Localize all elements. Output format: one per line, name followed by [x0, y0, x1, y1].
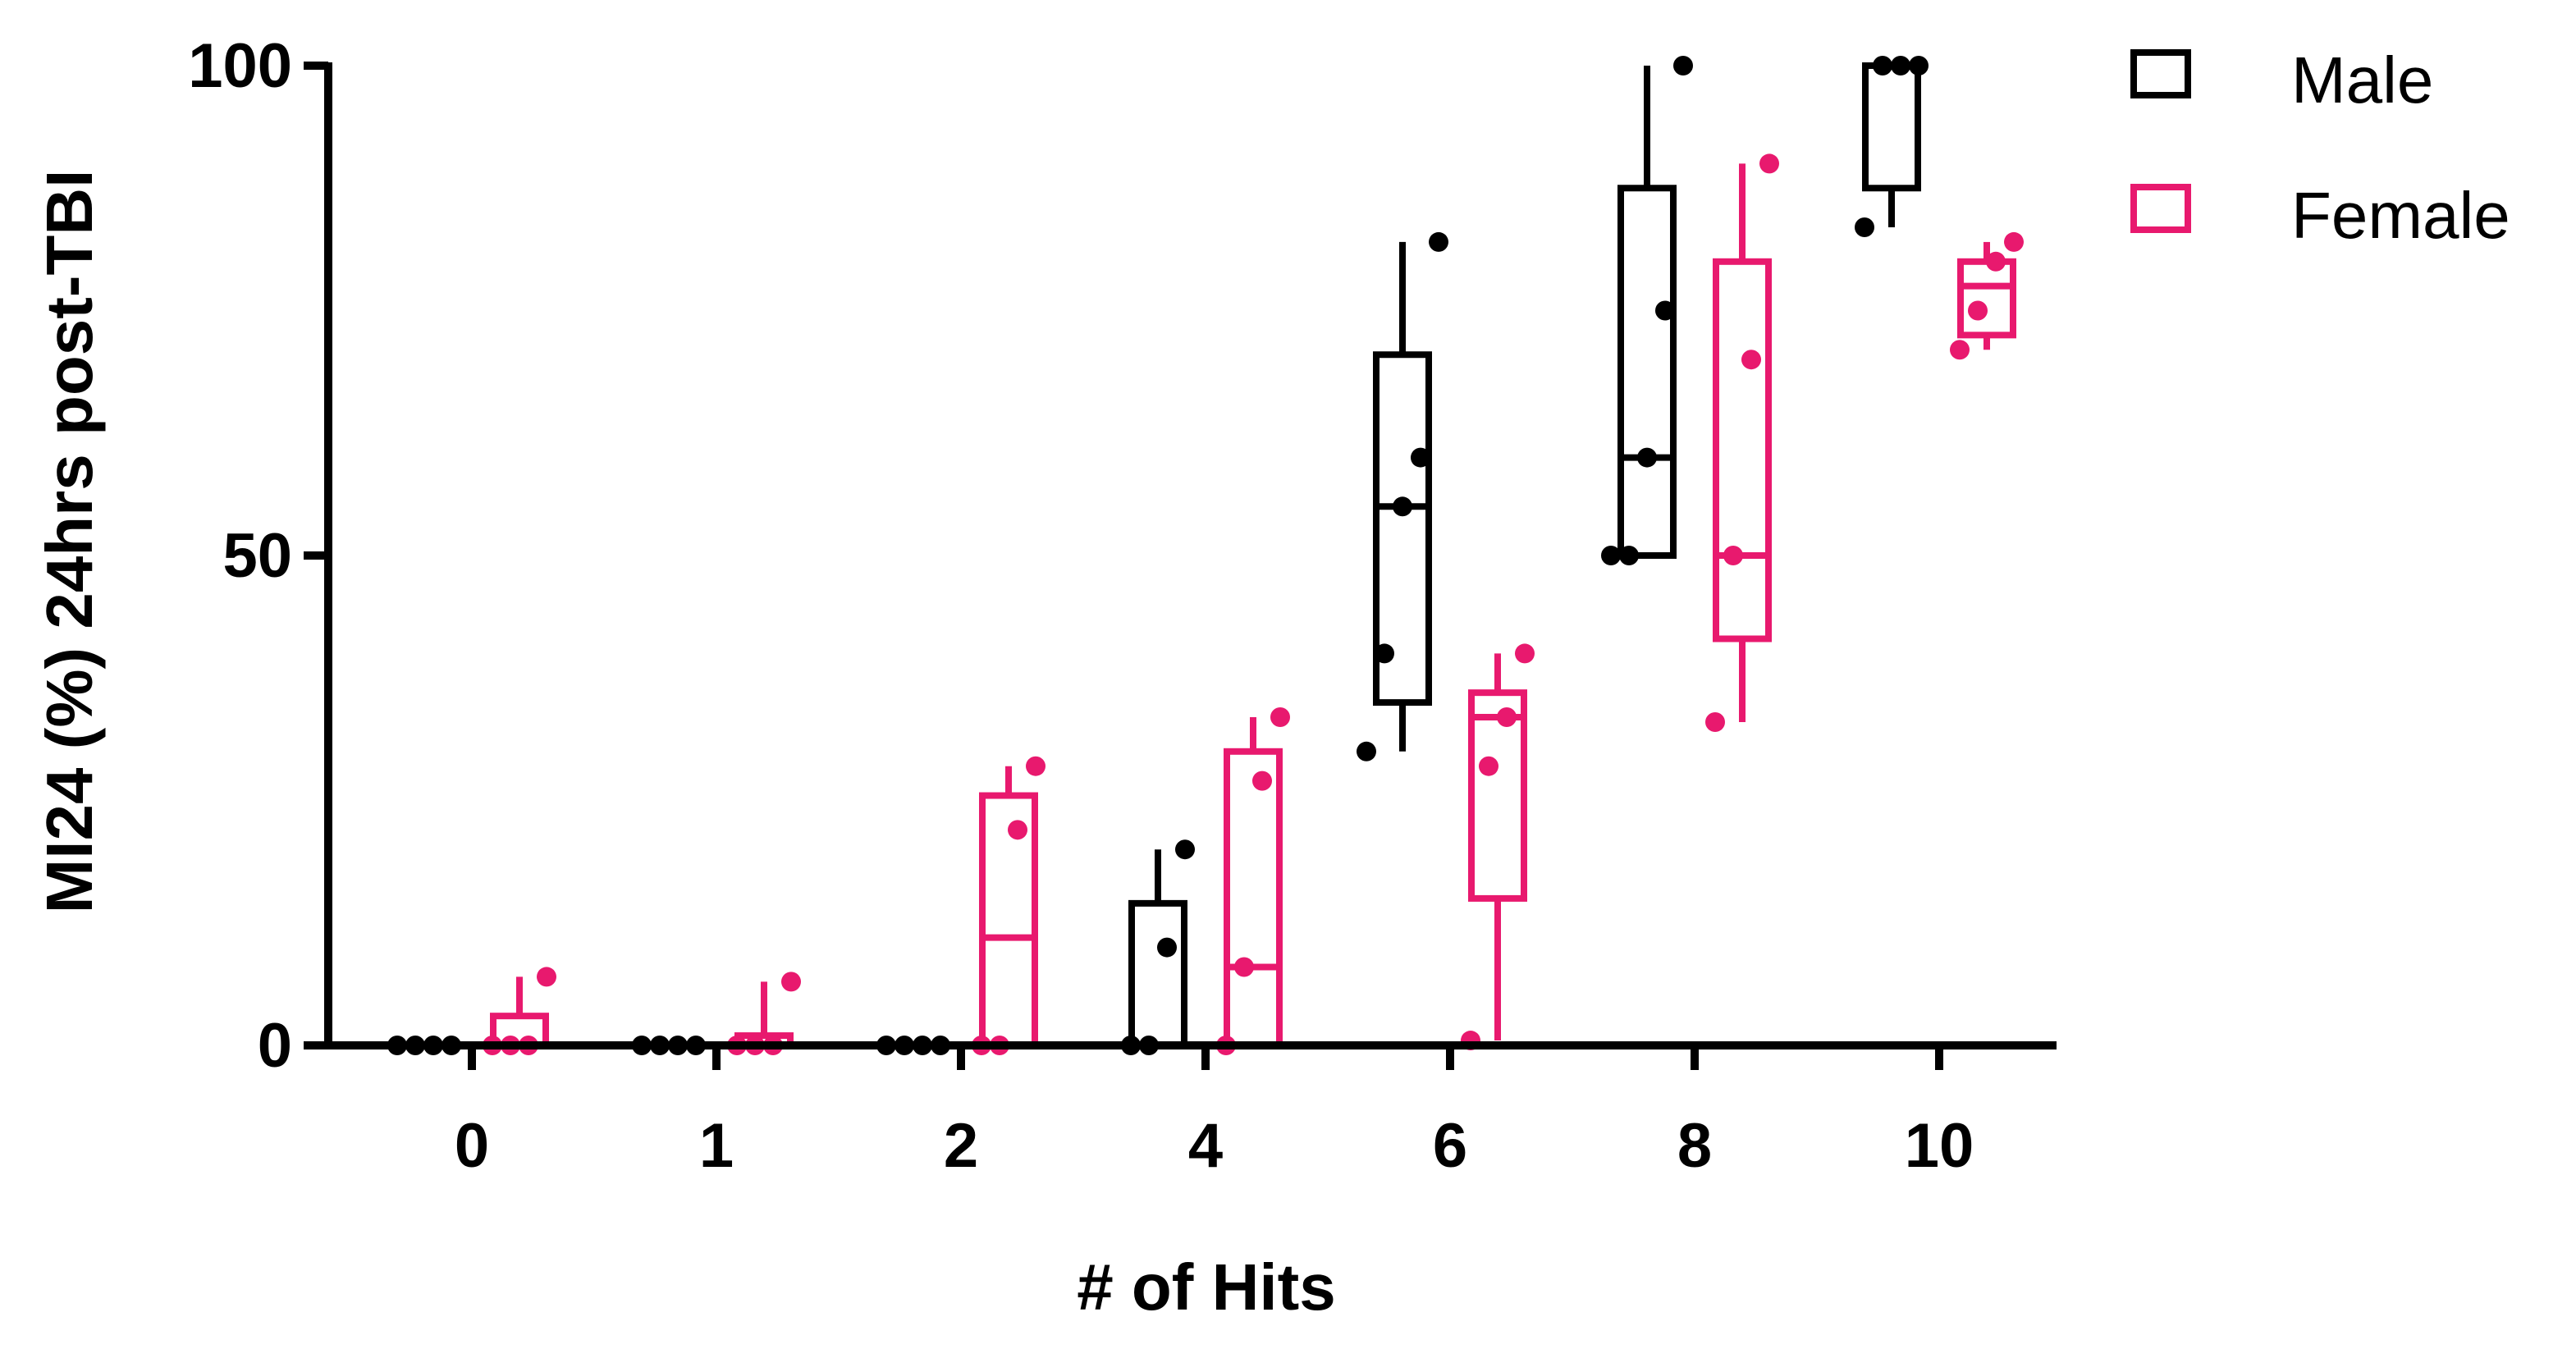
box-female-6 [1468, 689, 1527, 902]
point-female-8-0 [1705, 711, 1725, 732]
box-female-4 [1224, 748, 1283, 1049]
box-group-female-6 [1461, 643, 1535, 1051]
box-group-male-6 [1357, 231, 1448, 761]
point-female-4-1 [1234, 957, 1254, 977]
point-female-6-3 [1515, 643, 1535, 664]
box-female-10 [1957, 258, 2016, 339]
point-female-8-3 [1759, 153, 1779, 174]
x-tick-label-10: 10 [1905, 1111, 1974, 1181]
point-male-6-2 [1393, 496, 1412, 517]
legend: Male Female [2130, 43, 2510, 252]
point-male-8-2 [1637, 447, 1657, 468]
x-tick-label-0: 0 [455, 1111, 489, 1181]
y-axis-title: MI24 (%) 24hrs post-TBI [33, 170, 106, 914]
y-tick-label-100: 100 [188, 31, 292, 101]
point-female-6-1 [1479, 756, 1498, 776]
box-male-10 [1862, 62, 1921, 192]
x-tick-label-2: 2 [944, 1111, 978, 1181]
point-male-6-3 [1411, 447, 1430, 468]
point-female-8-1 [1723, 546, 1743, 565]
point-female-4-2 [1252, 771, 1272, 791]
point-female-4-3 [1270, 707, 1290, 728]
x-axis-title: # of Hits [1077, 1251, 1336, 1324]
point-female-10-2 [1986, 251, 2006, 272]
box-male-4 [1128, 899, 1187, 1049]
point-male-8-4 [1673, 56, 1693, 75]
point-male-10-0 [1855, 217, 1874, 238]
point-male-4-3 [1175, 839, 1195, 860]
point-female-0-3 [537, 967, 556, 987]
point-male-6-0 [1357, 741, 1376, 761]
axes: 0 50 100 0 1 2 4 6 8 10 [188, 31, 2057, 1181]
box-group-male-10 [1855, 56, 1929, 238]
box-group-male-4 [1121, 839, 1195, 1055]
x-tick-label-1: 1 [699, 1111, 734, 1181]
y-tick-label-0: 0 [258, 1011, 292, 1081]
legend-swatch-male [2130, 49, 2191, 98]
point-female-2-2 [1008, 820, 1027, 840]
y-tick-label-50: 50 [222, 521, 292, 591]
point-female-8-2 [1741, 350, 1761, 370]
point-male-10-1 [1873, 56, 1892, 75]
point-female-10-3 [2004, 231, 2024, 252]
point-female-10-0 [1950, 340, 1970, 360]
box-group-female-2 [972, 756, 1045, 1055]
point-male-6-4 [1429, 231, 1448, 252]
point-male-8-1 [1619, 546, 1639, 565]
plot-area [387, 56, 2024, 1055]
x-tick-label-8: 8 [1677, 1111, 1712, 1181]
legend-label-female: Female [2291, 179, 2510, 252]
point-male-8-3 [1655, 300, 1675, 321]
point-female-6-2 [1497, 707, 1517, 728]
point-male-10-3 [1909, 56, 1929, 75]
box-male-8 [1617, 185, 1677, 559]
point-male-8-0 [1601, 546, 1621, 565]
legend-label-male: Male [2291, 43, 2433, 117]
x-tick-label-4: 4 [1188, 1111, 1223, 1181]
point-female-10-1 [1968, 300, 1988, 321]
box-male-6 [1373, 351, 1432, 707]
box-group-female-4 [1216, 707, 1290, 1055]
box-group-male-8 [1601, 56, 1693, 565]
point-female-1-3 [781, 972, 801, 992]
box-female-8 [1713, 258, 1772, 642]
point-female-2-3 [1026, 756, 1045, 776]
legend-swatch-female [2130, 184, 2191, 233]
box-group-female-10 [1950, 231, 2024, 360]
point-male-10-2 [1891, 56, 1910, 75]
point-male-4-2 [1157, 937, 1177, 958]
point-male-6-1 [1375, 643, 1394, 664]
x-tick-label-6: 6 [1433, 1111, 1467, 1181]
box-group-female-8 [1705, 153, 1779, 732]
